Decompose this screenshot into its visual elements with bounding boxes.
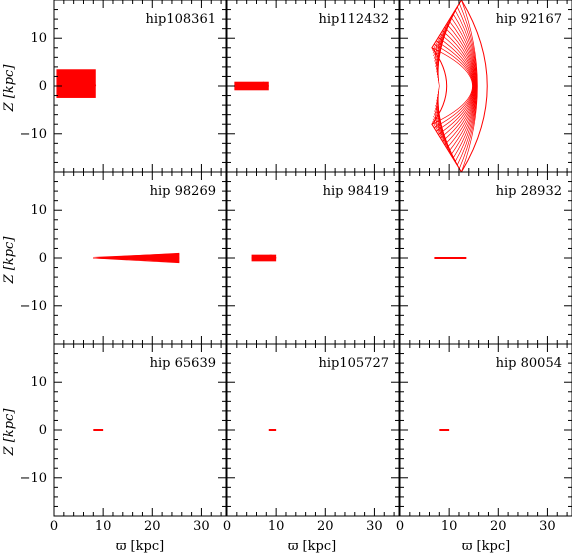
orbit-loop bbox=[433, 44, 473, 128]
panel-title: hip 92167 bbox=[496, 12, 562, 27]
orbit-loop bbox=[56, 80, 97, 87]
panel-1: −10 0 10 hip108361 bbox=[20, 0, 227, 173]
panel-title: hip 28932 bbox=[496, 184, 562, 199]
orbit-band bbox=[251, 254, 277, 262]
x-tick-label: 10 bbox=[268, 519, 285, 534]
panel-2: hip112432 bbox=[226, 0, 400, 173]
orbit-trace bbox=[56, 69, 97, 98]
orbit-loop bbox=[461, 0, 478, 172]
orbit-loop bbox=[440, 33, 475, 139]
orbit-loop bbox=[435, 40, 474, 132]
x-tick-label: 10 bbox=[441, 519, 458, 534]
x-axis-label: ϖ [kpc] bbox=[462, 539, 510, 554]
orbit-loop bbox=[251, 254, 277, 259]
y-tick-label: −10 bbox=[20, 299, 47, 314]
panel-6: hip 28932 bbox=[399, 171, 572, 345]
orbit-loop bbox=[93, 252, 180, 259]
panel-title: hip 80054 bbox=[496, 356, 562, 371]
orbit-trace bbox=[431, 0, 488, 172]
y-axis-label: Z [kpc] bbox=[2, 236, 17, 285]
x-tick-label: 0 bbox=[50, 519, 58, 534]
x-axis-label: ϖ [kpc] bbox=[116, 539, 164, 554]
orbit-trace bbox=[234, 81, 269, 91]
orbit-loop bbox=[446, 23, 476, 149]
orbit-loop bbox=[450, 16, 476, 156]
panel-8: 0 10 20 30 hip105727 bbox=[223, 343, 400, 534]
x-tick-label: 20 bbox=[490, 519, 507, 534]
orbit-trace bbox=[251, 254, 277, 262]
orbit-loop bbox=[454, 10, 477, 162]
y-axis-label: Z [kpc] bbox=[2, 64, 17, 113]
panel-title: hip105727 bbox=[319, 356, 389, 371]
y-tick-label: 10 bbox=[30, 31, 47, 46]
orbit-envelope bbox=[431, 0, 488, 172]
orbit-band bbox=[234, 81, 269, 91]
y-tick-label: −10 bbox=[20, 471, 47, 486]
x-tick-label: 30 bbox=[366, 519, 383, 534]
panel-9: 0 10 20 30 hip 80054 bbox=[396, 343, 572, 534]
y-tick-label: 10 bbox=[30, 375, 47, 390]
x-tick-label: 30 bbox=[193, 519, 210, 534]
x-tick-label: 10 bbox=[95, 519, 112, 534]
orbit-loop bbox=[434, 47, 440, 87]
orbit-loop bbox=[444, 27, 475, 145]
x-tick-label: 0 bbox=[223, 519, 231, 534]
x-axis-label: ϖ [kpc] bbox=[288, 539, 336, 554]
x-tick-label: 30 bbox=[539, 519, 556, 534]
orbit-loop bbox=[234, 81, 269, 87]
orbit-loop bbox=[452, 13, 477, 159]
orbit-loop bbox=[438, 37, 474, 135]
y-tick-label: 10 bbox=[30, 203, 47, 218]
y-tick-label: −10 bbox=[20, 127, 47, 142]
panel-title: hip 98269 bbox=[150, 184, 216, 199]
x-tick-label: 20 bbox=[317, 519, 334, 534]
orbit-loop bbox=[442, 30, 475, 142]
orbit-loop bbox=[434, 85, 440, 125]
y-tick-label: 0 bbox=[39, 423, 47, 438]
panel-title: hip112432 bbox=[319, 12, 389, 27]
panel-title: hip 65639 bbox=[150, 356, 216, 371]
orbit-loop bbox=[56, 70, 97, 87]
panel-5: hip 98419 bbox=[226, 171, 400, 345]
y-tick-label: 0 bbox=[39, 79, 47, 94]
orbit-trace bbox=[93, 252, 180, 264]
panel-title: hip108361 bbox=[146, 12, 216, 27]
y-tick-label: 0 bbox=[39, 251, 47, 266]
panel-title: hip 98419 bbox=[323, 184, 389, 199]
x-tick-label: 20 bbox=[144, 519, 161, 534]
x-tick-label: 0 bbox=[396, 519, 404, 534]
panel-3: hip 92167 bbox=[399, 0, 572, 173]
y-axis-label: Z [kpc] bbox=[2, 408, 17, 457]
panel-4: −10 0 10 hip 98269 bbox=[20, 171, 227, 345]
orbit-loop bbox=[431, 47, 473, 125]
panel-7: −10 0 10 0 10 20 30 hip 65639 bbox=[20, 343, 227, 534]
orbit-loop bbox=[448, 20, 476, 152]
